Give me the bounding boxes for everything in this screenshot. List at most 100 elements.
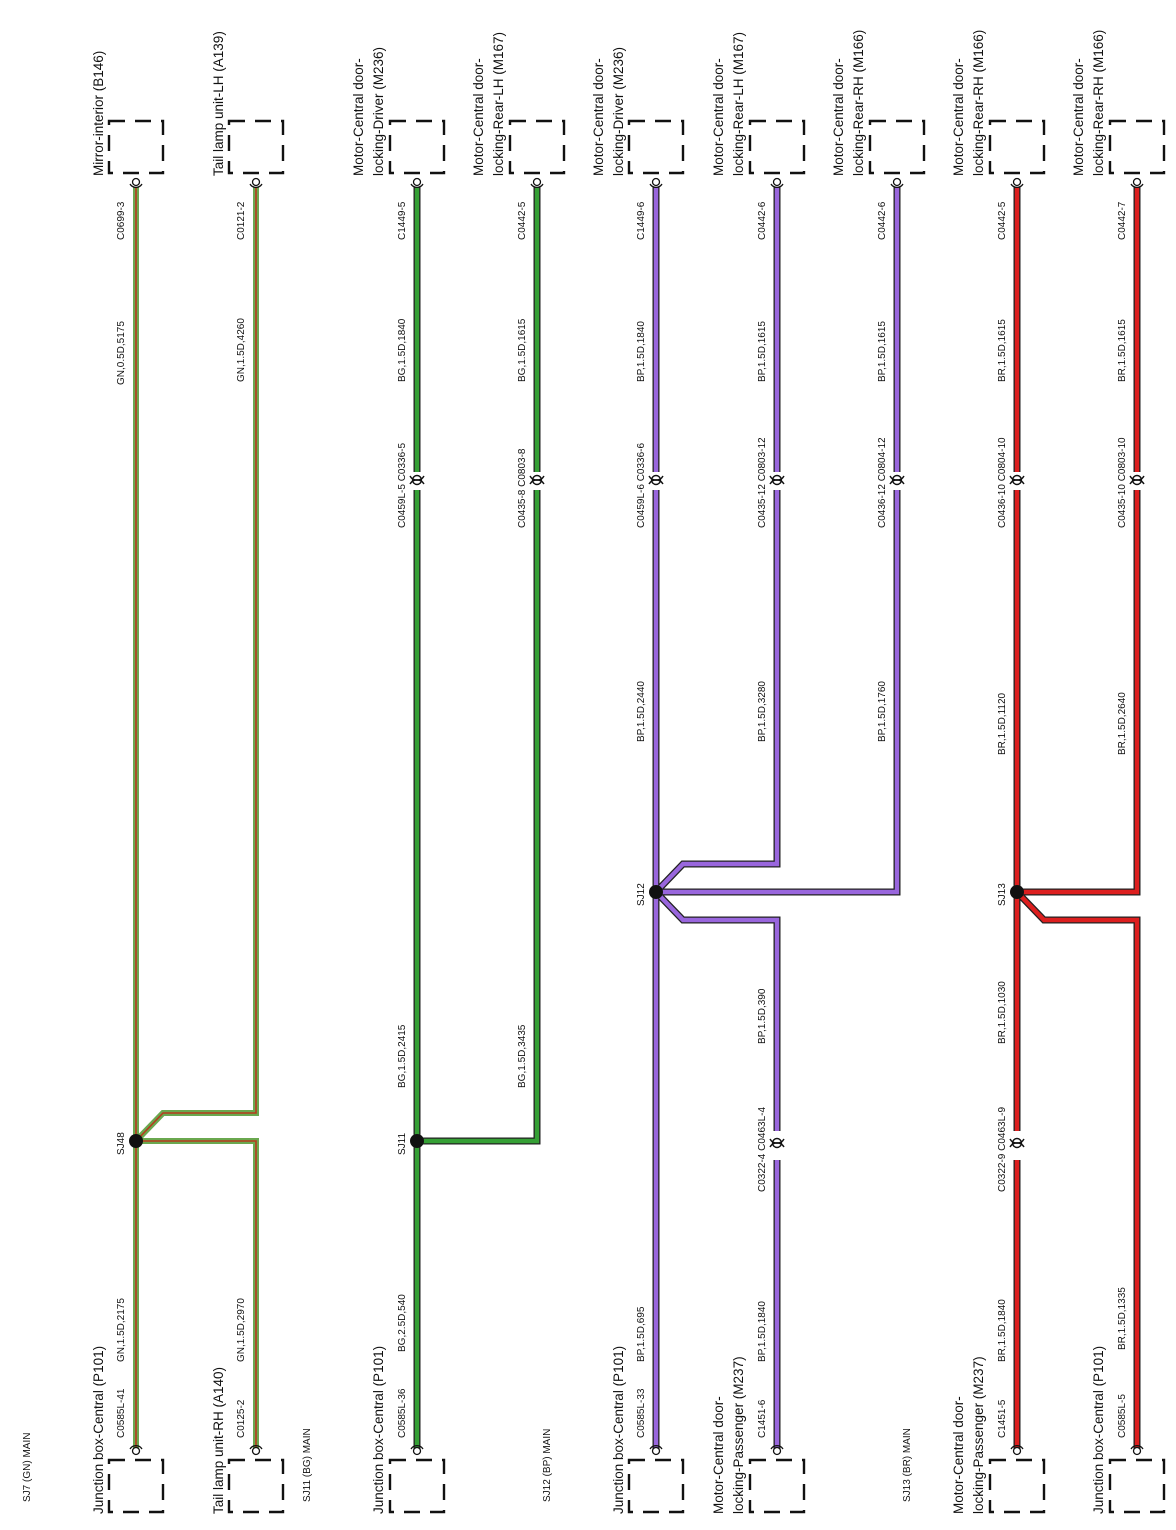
component-label-top: Motor-Central door-locking-Driver (M236): [351, 47, 386, 176]
component-label-bottom: Junction box-Central (P101): [371, 1346, 386, 1514]
wire-gn-core-lh: [135, 187, 257, 1142]
wire-label: BP,1.5D,2440: [636, 681, 647, 742]
terminal-symbol: [249, 177, 263, 188]
connector-box: [227, 119, 285, 175]
splice-dot-sj48: [129, 1134, 143, 1148]
component-label-top: Motor-Central door-locking-Rear-RH (M166…: [1071, 30, 1106, 176]
inline-connector-symbols: [409, 474, 1145, 1149]
connector-box: [388, 119, 446, 175]
terminal-symbol: [770, 1445, 784, 1456]
splice-label: SJ11: [397, 1133, 408, 1155]
wire-br-rear-rh-b: [1017, 490, 1140, 895]
wire-bp-group: [652, 187, 901, 1452]
wire-bp-rear-rh: [656, 490, 900, 895]
pin-label: C0585L-33: [636, 1388, 647, 1438]
connector-box: [1108, 1458, 1166, 1514]
wire-label: BR,1.5D,1615: [997, 319, 1008, 382]
inline-connector-symbol: [529, 474, 545, 486]
terminal-symbol: [1130, 1445, 1144, 1456]
component-label-bottom: Tail lamp unit-RH (A140): [211, 1367, 226, 1514]
wire-label: BP,1.5D,1615: [877, 321, 888, 382]
terminal-symbol: [890, 177, 904, 188]
connector-box: [627, 1458, 685, 1514]
terminal-symbol: [530, 177, 544, 188]
wire-label: BP,1.5D,1615: [757, 321, 768, 382]
connector-box: [988, 1458, 1046, 1514]
connector-box: [1108, 119, 1166, 175]
wire-br-group: [1013, 187, 1141, 1452]
wire-label: BP,1.5D,1840: [636, 321, 647, 382]
wire-label: BR,1.5D,1030: [997, 981, 1008, 1044]
connector-box: [988, 119, 1046, 175]
connector-box: [627, 119, 685, 175]
connector-box: [748, 119, 806, 175]
wire-label: GN,1.5D,2175: [116, 1298, 127, 1362]
wire-label: GN,1.5D,2970: [236, 1298, 247, 1362]
splice-dot-sj12: [649, 885, 663, 899]
terminal-symbol: [410, 177, 424, 188]
component-label-top: Motor-Central door-locking-Rear-RH (M166…: [831, 30, 866, 176]
labels: Mirror-interior (B146) Tail lamp unit-LH…: [22, 30, 1128, 1514]
component-label-bottom: Junction box-Central (P101): [1091, 1346, 1106, 1514]
inline-connector-label: C0322-9 C0463L-9: [997, 1107, 1008, 1192]
pin-label: C0121-2: [236, 201, 247, 240]
terminal-symbol: [770, 177, 784, 188]
component-label-bottom: Junction box-Central (P101): [91, 1346, 106, 1514]
pin-label: C1451-5: [997, 1399, 1008, 1438]
inline-connector-label: C0459L-6 C0336-6: [636, 443, 647, 528]
wire-label: BG,1.5D,1615: [517, 318, 528, 382]
splice-dot-sj11: [410, 1134, 424, 1148]
pin-label: C1449-5: [397, 201, 408, 240]
inline-connector-symbol: [769, 474, 785, 486]
component-label-top: Motor-Central door-locking-Rear-RH (M166…: [951, 30, 986, 176]
component-label-top: Mirror-interior (B146): [91, 51, 106, 176]
inline-connector-symbol: [1009, 1137, 1025, 1149]
pin-label: C0125-2: [236, 1399, 247, 1438]
wire-label: BP,1.5D,3280: [757, 681, 768, 742]
wire-bp-passenger: [654, 890, 780, 1131]
wire-bp-rear-lh: [654, 490, 780, 894]
component-label-top: Motor-Central door-locking-Rear-LH (M167…: [711, 32, 746, 176]
terminal-symbol: [649, 1445, 663, 1456]
terminal-symbol: [129, 177, 143, 188]
component-label-top: Motor-Central door-locking-Rear-LH (M167…: [471, 32, 506, 176]
component-label-top: Motor-Central door-locking-Driver (M236): [591, 47, 626, 176]
terminal-symbol: [1010, 1445, 1024, 1456]
wire-label: BP,1.5D,390: [757, 988, 768, 1044]
connector-box: [748, 1458, 806, 1514]
wire-label: GN,1.5D,4260: [236, 318, 247, 382]
wire-label: BG,1.5D,3435: [517, 1024, 528, 1088]
pin-label: C0699-3: [116, 201, 127, 240]
pin-label: C0442-5: [997, 201, 1008, 240]
wire-label: BR,1.5D,1120: [997, 692, 1008, 755]
connector-box: [388, 1458, 446, 1514]
terminal-symbol: [649, 177, 663, 188]
wire-label: BR,1.5D,1335: [1117, 1287, 1128, 1350]
pin-label: C0442-7: [1117, 201, 1128, 240]
component-label-bottom: Motor-Central door-locking-Passenger (M2…: [951, 1356, 986, 1514]
inline-connector-symbol: [1129, 474, 1145, 486]
subsystem-label-sj11: SJ11 (BG) MAIN: [302, 1428, 313, 1502]
terminals: [129, 177, 1144, 1456]
connector-boxes: [107, 119, 1166, 1514]
inline-connector-symbol: [648, 474, 664, 486]
inline-connector-label: C0436-12 C0804-12: [877, 437, 888, 528]
pin-label: C1449-6: [636, 201, 647, 240]
wire-label: BP,1.5D,1840: [757, 1301, 768, 1362]
connector-box: [508, 119, 566, 175]
inline-connector-symbol: [1009, 474, 1025, 486]
connector-box: [227, 1458, 285, 1514]
component-label-bottom: Motor-Central door-locking-Passenger (M2…: [711, 1356, 746, 1514]
wire-label: GN,0.5D,5175: [116, 321, 127, 385]
splice-label: SJ13: [997, 883, 1008, 906]
terminal-symbol: [129, 1445, 143, 1456]
terminal-symbol: [1130, 177, 1144, 188]
pin-label: C0585L-41: [116, 1388, 127, 1438]
component-label-top: Tail lamp unit-LH (A139): [211, 31, 226, 176]
wire-label: BG,1.5D,2415: [397, 1024, 408, 1088]
component-label-bottom: Junction box-Central (P101): [611, 1346, 626, 1514]
wires: [133, 187, 1141, 1452]
inline-connector-label: C0436-10 C0804-10: [997, 437, 1008, 528]
wire-label: BG,2.5D,540: [397, 1294, 408, 1352]
